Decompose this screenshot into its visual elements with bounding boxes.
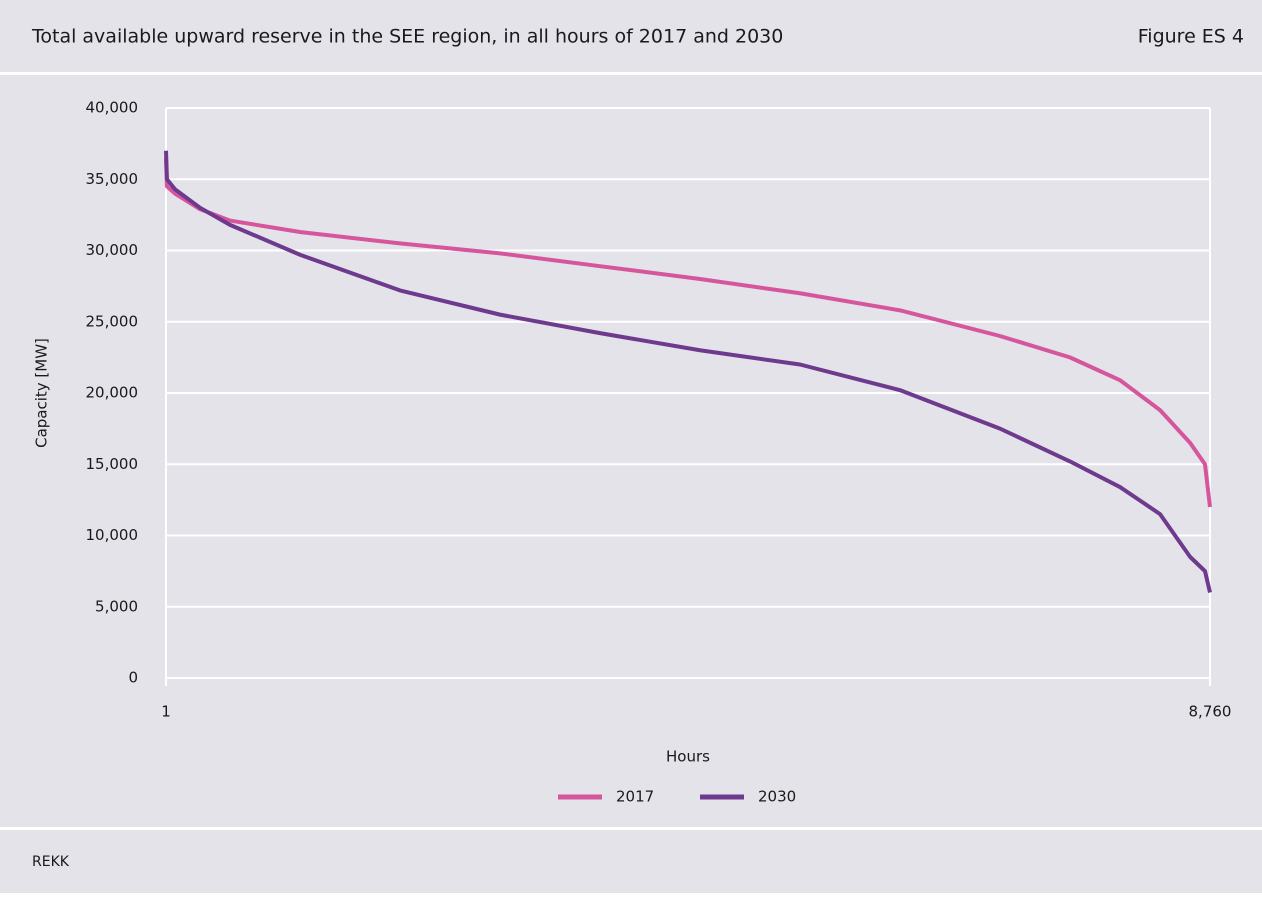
x-tick-label: 1 <box>161 703 171 721</box>
y-tick-label: 40,000 <box>86 99 139 117</box>
y-tick-label: 10,000 <box>86 526 139 544</box>
series-line <box>164 150 1212 593</box>
y-tick-label: 35,000 <box>86 170 139 188</box>
x-axis-label: Hours <box>666 748 710 766</box>
y-tick-label: 0 <box>128 669 138 687</box>
legend-label: 2030 <box>758 788 796 806</box>
chart-title: Total available upward reserve in the SE… <box>31 26 783 48</box>
x-tick-label: 8,760 <box>1189 703 1232 721</box>
figure-label: Figure ES 4 <box>1138 26 1244 48</box>
y-tick-label: 20,000 <box>86 384 139 402</box>
source: REKK <box>32 854 70 870</box>
chart-band <box>0 75 1262 827</box>
y-axis-label: Capacity [MW] <box>33 338 51 448</box>
y-tick-label: 30,000 <box>86 241 139 259</box>
footer-band <box>0 830 1262 893</box>
header-band <box>0 0 1262 72</box>
y-tick-label: 25,000 <box>86 312 139 330</box>
y-tick-label: 5,000 <box>95 597 138 615</box>
legend-label: 2017 <box>616 788 654 806</box>
y-tick-label: 15,000 <box>86 455 139 473</box>
